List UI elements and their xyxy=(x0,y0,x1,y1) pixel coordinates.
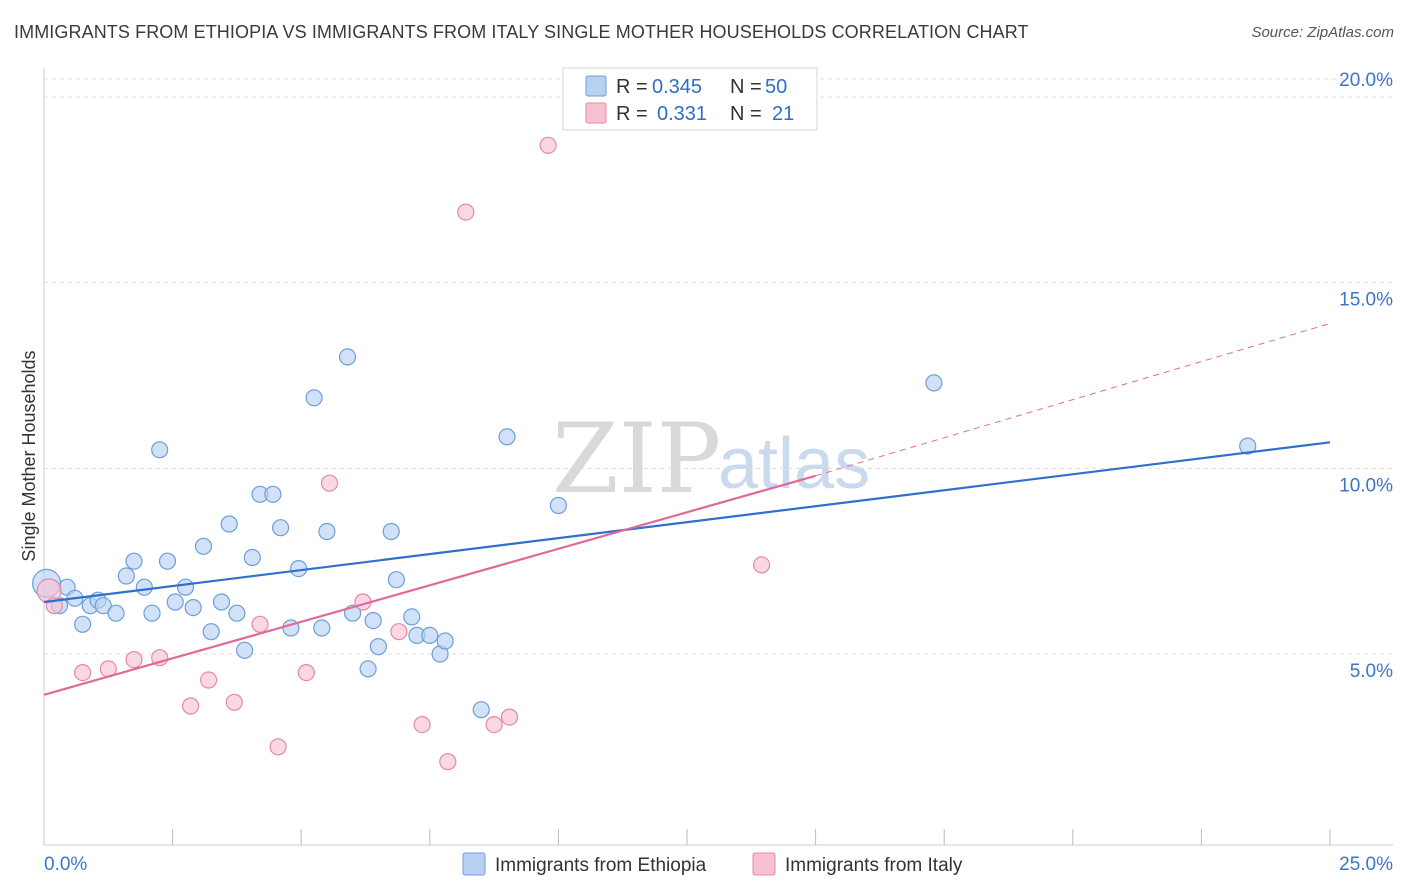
point-italy xyxy=(225,693,243,711)
point-italy xyxy=(390,623,408,641)
y-tick-label-20: 20.0% xyxy=(1339,70,1393,91)
legend-bottom: Immigrants from Ethiopia Immigrants from… xyxy=(462,852,963,876)
point-ethiopia xyxy=(313,619,331,637)
legend-n-label: N = xyxy=(730,76,762,98)
point-ethiopia xyxy=(158,552,177,570)
legend-bottom-swatch-ethiopia xyxy=(462,852,486,876)
watermark-zip: ZIP xyxy=(552,403,721,515)
point-ethiopia xyxy=(305,389,323,407)
point-ethiopia xyxy=(403,608,421,626)
point-ethiopia xyxy=(318,522,336,541)
point-ethiopia xyxy=(135,578,153,596)
legend-n-ethiopia: 50 xyxy=(765,76,787,98)
point-italy xyxy=(320,474,339,492)
point-italy xyxy=(125,650,143,669)
legend-bottom-label-ethiopia: Immigrants from Ethiopia xyxy=(495,855,707,876)
point-ethiopia xyxy=(243,548,261,567)
point-ethiopia xyxy=(228,604,246,622)
trend-layer xyxy=(43,323,1331,696)
point-ethiopia xyxy=(166,593,184,611)
trend-line-ethiopia xyxy=(43,441,1331,604)
point-italy xyxy=(251,615,269,633)
point-ethiopia xyxy=(549,496,568,515)
point-ethiopia xyxy=(220,515,238,533)
watermark-atlas: atlas xyxy=(718,424,870,504)
x-tick-label-max: 25.0% xyxy=(1339,854,1393,875)
y-tick-label-10: 10.0% xyxy=(1339,475,1393,496)
point-ethiopia xyxy=(125,552,143,570)
point-italy xyxy=(182,697,200,715)
point-ethiopia xyxy=(176,578,195,596)
legend-bottom-swatch-italy xyxy=(752,852,776,876)
point-italy xyxy=(413,715,431,734)
point-ethiopia xyxy=(369,637,387,656)
point-ethiopia xyxy=(236,641,254,659)
point-ethiopia xyxy=(272,519,290,537)
legend-swatch-italy xyxy=(585,102,607,124)
legend-r-ethiopia: 0.345 xyxy=(652,76,702,98)
point-italy xyxy=(485,715,503,734)
legend-n-italy: 21 xyxy=(772,103,794,125)
point-italy xyxy=(73,663,92,682)
axis-layer: 5.0% 10.0% 15.0% 20.0% xyxy=(43,68,1393,846)
point-ethiopia xyxy=(498,428,516,446)
point-ethiopia xyxy=(202,623,220,641)
point-ethiopia xyxy=(436,632,454,650)
point-italy xyxy=(457,203,475,221)
grid-layer xyxy=(44,78,1393,655)
legend-r-italy: 0.331 xyxy=(657,103,707,125)
point-ethiopia xyxy=(925,374,943,392)
point-ethiopia xyxy=(421,626,439,645)
point-ethiopia xyxy=(364,611,382,630)
point-italy xyxy=(269,738,287,756)
point-italy xyxy=(752,556,771,574)
point-italy xyxy=(539,136,557,154)
legend-r-label-2: R = xyxy=(616,103,648,125)
point-ethiopia xyxy=(338,348,357,366)
point-italy xyxy=(297,663,315,682)
point-italy xyxy=(200,671,218,689)
point-ethiopia xyxy=(264,485,282,503)
x-tick-label-min: 0.0% xyxy=(44,854,87,875)
trend-line-italy-extension xyxy=(815,323,1331,477)
y-tick-label-5: 5.0% xyxy=(1350,661,1393,682)
point-ethiopia xyxy=(1239,437,1257,455)
point-ethiopia xyxy=(117,567,135,585)
point-layer xyxy=(31,136,1257,771)
legend-top: R = 0.345 N = 50 R = 0.331 N = 21 xyxy=(562,67,818,131)
point-ethiopia xyxy=(382,522,400,541)
legend-n-label-2: N = xyxy=(730,103,762,125)
chart-source: Source: ZipAtlas.com xyxy=(1251,24,1394,41)
trend-line-italy xyxy=(43,474,816,696)
point-italy xyxy=(500,708,519,726)
point-ethiopia xyxy=(472,701,490,719)
point-ethiopia xyxy=(359,660,377,678)
point-ethiopia xyxy=(73,615,92,633)
point-ethiopia xyxy=(94,597,112,615)
point-ethiopia xyxy=(184,598,202,617)
point-ethiopia xyxy=(194,537,213,555)
legend-bottom-label-italy: Immigrants from Italy xyxy=(785,855,963,876)
point-ethiopia xyxy=(387,571,405,589)
y-tick-label-15: 15.0% xyxy=(1339,290,1393,311)
point-ethiopia xyxy=(212,593,231,611)
legend-swatch-ethiopia xyxy=(585,75,607,97)
point-italy xyxy=(439,753,457,771)
point-ethiopia xyxy=(107,604,125,622)
y-axis-title: Single Mother Households xyxy=(19,350,39,561)
point-ethiopia xyxy=(151,441,169,459)
point-ethiopia xyxy=(143,604,161,622)
legend-r-label: R = xyxy=(616,76,648,98)
chart-title: IMMIGRANTS FROM ETHIOPIA VS IMMIGRANTS F… xyxy=(14,22,1029,42)
